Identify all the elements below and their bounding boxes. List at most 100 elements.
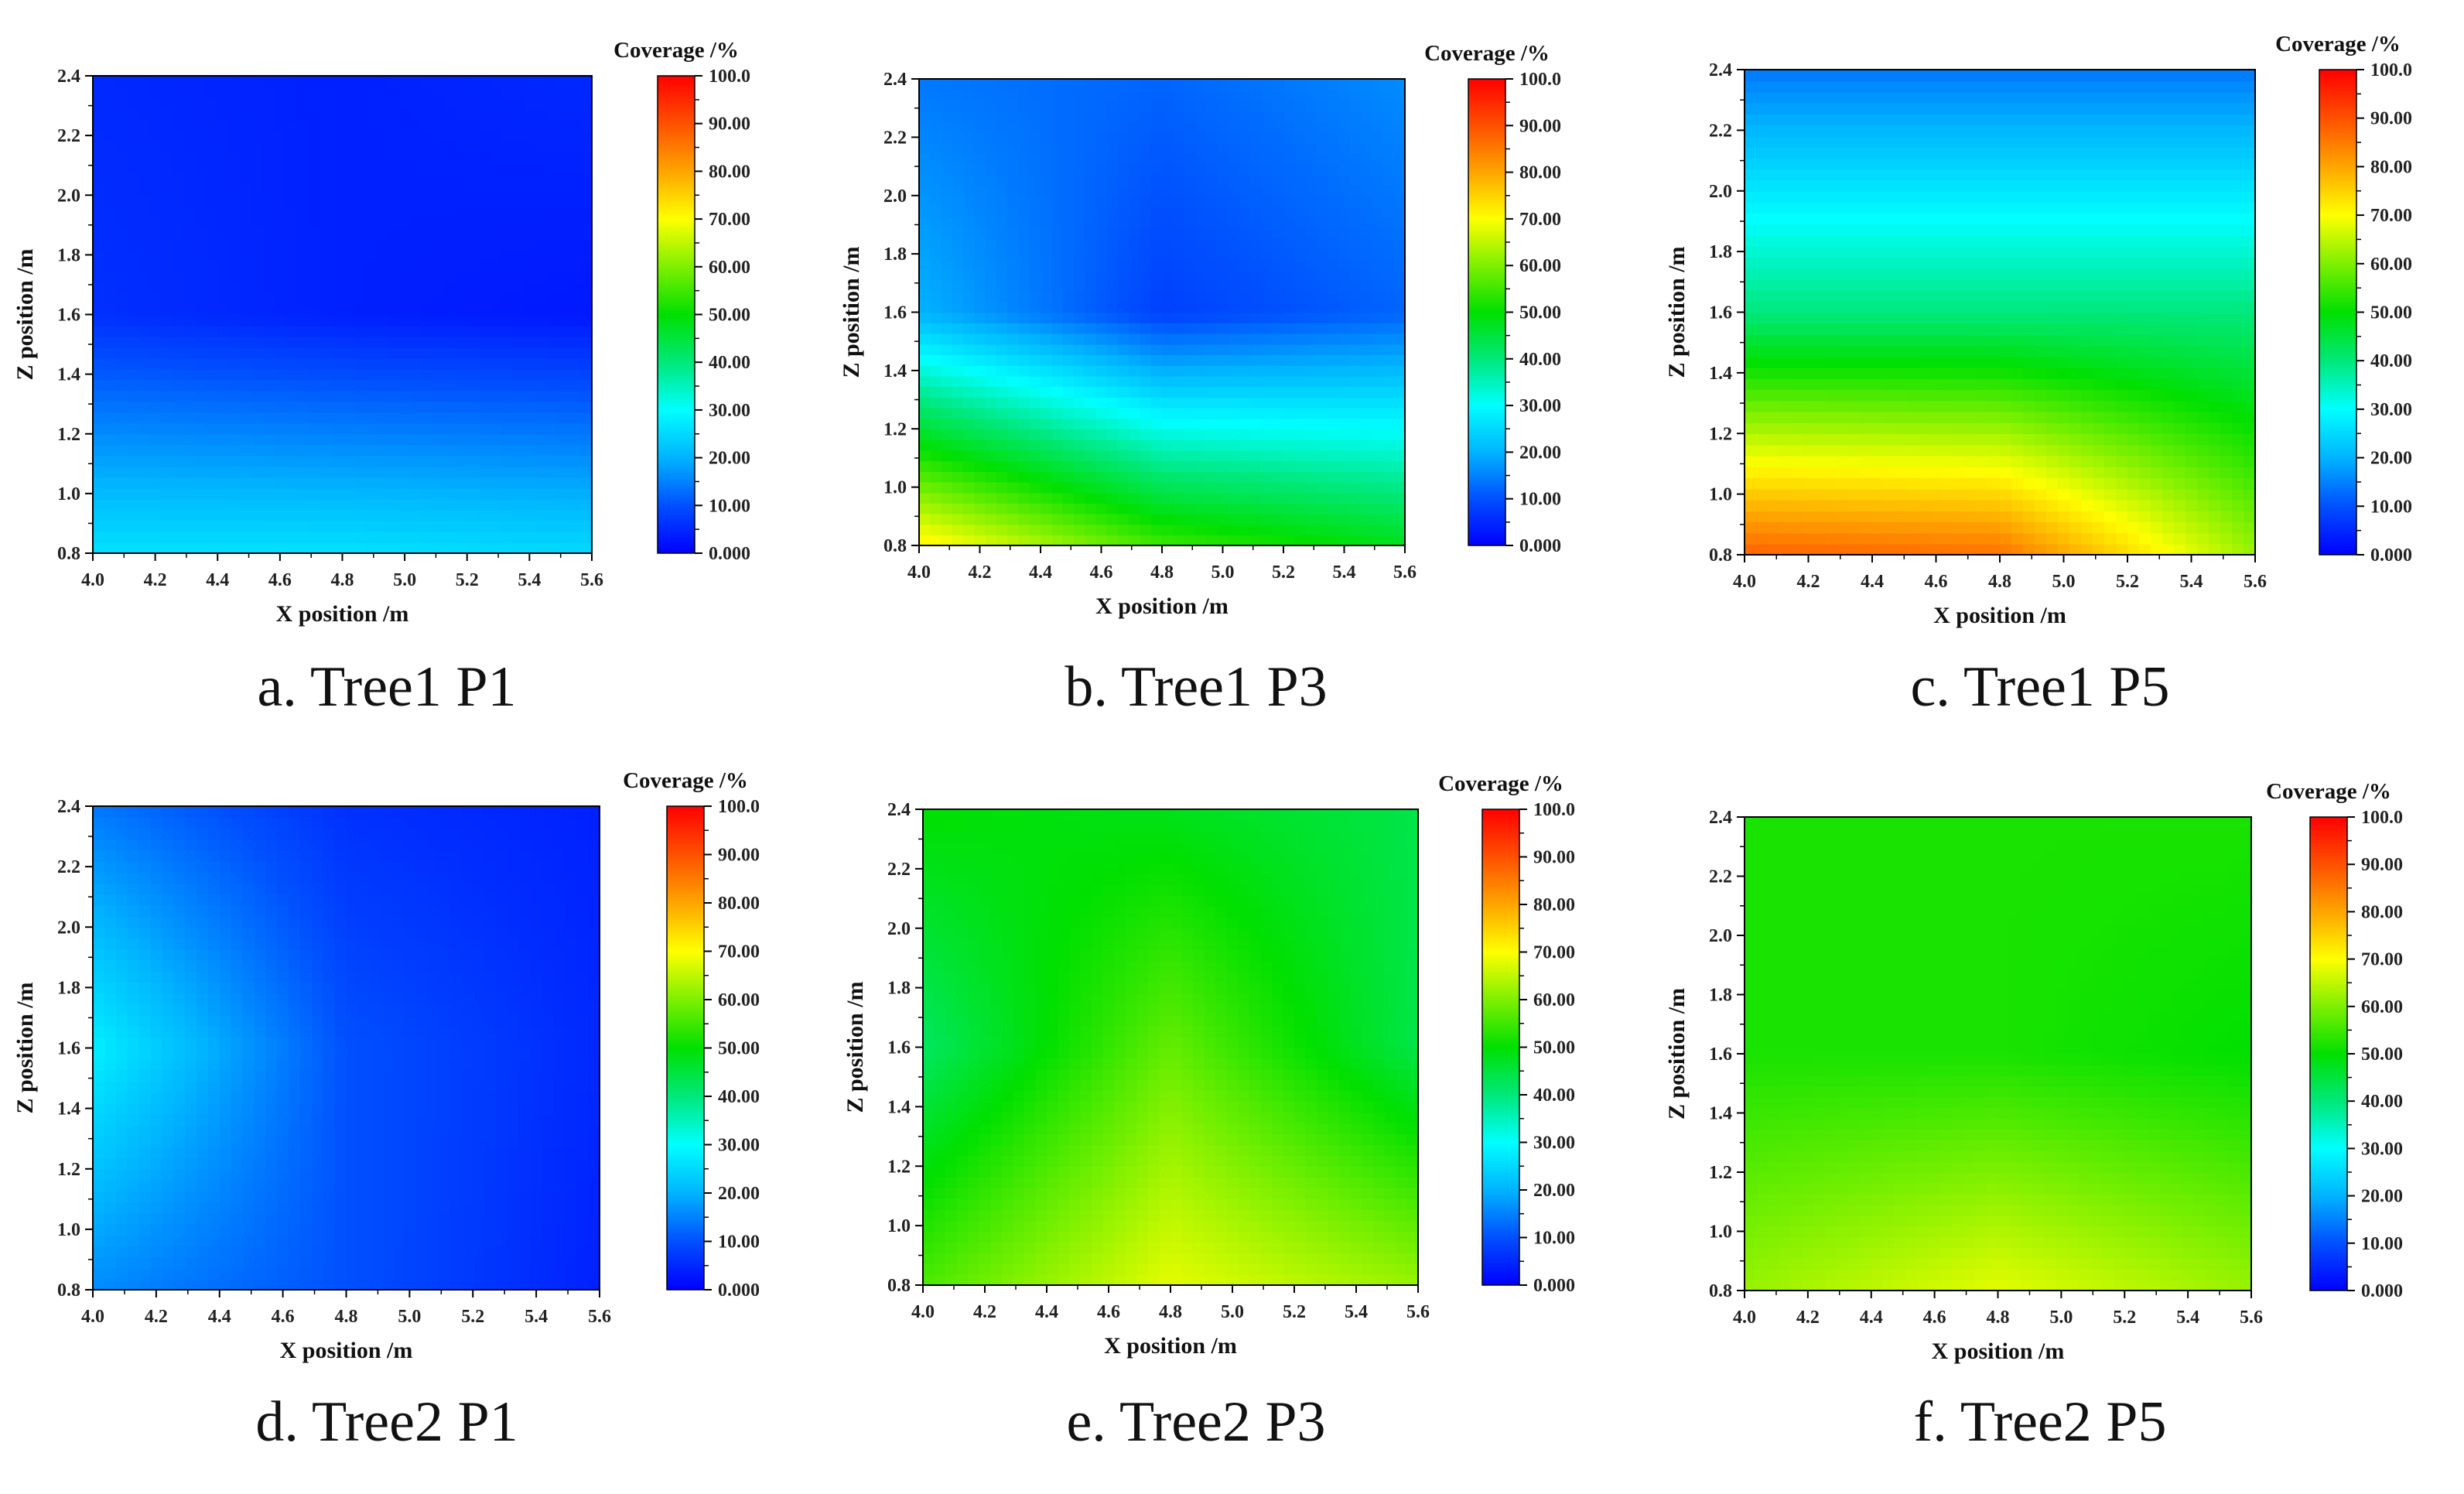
- heatmap-cell: [1907, 433, 1919, 446]
- heatmap-cell: [1338, 418, 1351, 430]
- heatmap-cell: [432, 509, 446, 521]
- heatmap-cell: [1338, 397, 1351, 409]
- heatmap-cell: [422, 195, 434, 207]
- heatmap-cell: [410, 325, 422, 337]
- heatmap-cell: [398, 422, 412, 435]
- heatmap-cell: [149, 162, 162, 174]
- heatmap-cell: [1895, 511, 1908, 523]
- heatmap-cell: [1294, 89, 1307, 101]
- heatmap-cell: [432, 531, 446, 543]
- heatmap-cell: [149, 412, 162, 424]
- heatmap-cell: [1173, 142, 1185, 154]
- heatmap-cell: [1328, 312, 1340, 323]
- heatmap-cell: [432, 379, 446, 391]
- heatmap-cell: [296, 444, 309, 456]
- heatmap-cell: [919, 238, 931, 250]
- heatmap-cell: [262, 509, 275, 521]
- heatmap-cell: [569, 130, 582, 142]
- heatmap-cell: [569, 487, 582, 500]
- heatmap-cell: [1095, 524, 1108, 536]
- heatmap-cell: [1073, 535, 1085, 546]
- heatmap-cell: [251, 282, 264, 294]
- heatmap-cell: [138, 206, 151, 218]
- heatmap-cell: [354, 260, 366, 272]
- heatmap-cell: [330, 336, 343, 348]
- heatmap-cell: [364, 347, 378, 359]
- heatmap-cell: [1173, 492, 1185, 504]
- heatmap-cell: [1206, 513, 1218, 525]
- heatmap-cell: [183, 433, 196, 446]
- heatmap-cell: [1837, 125, 1850, 137]
- heatmap-cell: [1106, 269, 1119, 282]
- heatmap-cell: [919, 365, 931, 377]
- heatmap-cell: [364, 520, 378, 532]
- heatmap-cell: [206, 292, 219, 305]
- heatmap-cell: [342, 184, 354, 197]
- heatmap-cell: [1206, 111, 1218, 122]
- heatmap-cell: [1826, 224, 1838, 236]
- heatmap-cell: [149, 206, 162, 218]
- heatmap-cell: [478, 455, 490, 467]
- heatmap-cell: [919, 111, 931, 122]
- heatmap-cell: [1382, 280, 1395, 292]
- heatmap-cell: [285, 336, 298, 348]
- heatmap-cell: [478, 271, 490, 283]
- heatmap-cell: [388, 379, 400, 391]
- heatmap-cell: [456, 433, 468, 446]
- heatmap-cell: [466, 195, 480, 207]
- heatmap-cell: [251, 141, 264, 152]
- heatmap-cell: [1041, 163, 1053, 176]
- heatmap-cell: [1261, 460, 1273, 472]
- heatmap-cell: [1162, 100, 1174, 111]
- heatmap-cell: [1150, 439, 1163, 451]
- heatmap-cell: [320, 520, 332, 532]
- heatmap-cell: [1360, 513, 1372, 525]
- heatmap-cell: [1041, 89, 1053, 101]
- heatmap-cell: [546, 173, 559, 186]
- heatmap-cell: [342, 357, 354, 370]
- heatmap-cell: [354, 390, 366, 402]
- heatmap-cell: [262, 325, 275, 337]
- heatmap-cell: [1393, 174, 1406, 186]
- heatmap-cell: [1085, 280, 1097, 292]
- heatmap-cell: [1942, 400, 1954, 412]
- heatmap-cell: [512, 271, 525, 283]
- heatmap-cell: [115, 433, 128, 446]
- heatmap-cell: [1372, 238, 1384, 250]
- heatmap-cell: [478, 206, 490, 218]
- heatmap-cell: [941, 301, 953, 313]
- heatmap-cell: [1393, 365, 1406, 377]
- heatmap-cell: [1316, 79, 1328, 91]
- heatmap-cell: [1294, 132, 1307, 144]
- heatmap-cell: [490, 314, 502, 326]
- heatmap-cell: [1261, 418, 1273, 430]
- heatmap-cell: [1062, 163, 1075, 176]
- heatmap-cell: [1872, 511, 1885, 523]
- heatmap-cell: [535, 195, 548, 207]
- heatmap-cell: [194, 509, 207, 521]
- colorbar-tick-label: 40.00: [1519, 350, 1561, 370]
- heatmap-cell: [1283, 301, 1296, 313]
- heatmap-cell: [1930, 521, 1943, 534]
- heatmap-cell: [376, 217, 388, 229]
- heatmap-cell: [376, 368, 388, 381]
- heatmap-cell: [217, 195, 230, 207]
- heatmap-cell: [422, 152, 434, 163]
- heatmap-cell: [1073, 227, 1085, 239]
- heatmap-cell: [342, 76, 354, 87]
- heatmap-cell: [501, 314, 514, 326]
- heatmap-cell: [172, 455, 185, 467]
- heatmap-cell: [1953, 345, 1966, 357]
- heatmap-cell: [1239, 535, 1251, 546]
- heatmap-cell: [1768, 80, 1780, 93]
- heatmap-cell: [478, 260, 490, 272]
- heatmap-cell: [1194, 429, 1207, 440]
- heatmap-cell: [1328, 248, 1340, 260]
- heatmap-cell: [1294, 450, 1307, 462]
- heatmap-cell: [1872, 190, 1885, 203]
- heatmap-cell: [1328, 280, 1340, 292]
- heatmap-cell: [1988, 400, 2001, 412]
- heatmap-cell: [1007, 152, 1020, 165]
- heatmap-cell: [1779, 301, 1792, 313]
- heatmap-cell: [1085, 248, 1097, 260]
